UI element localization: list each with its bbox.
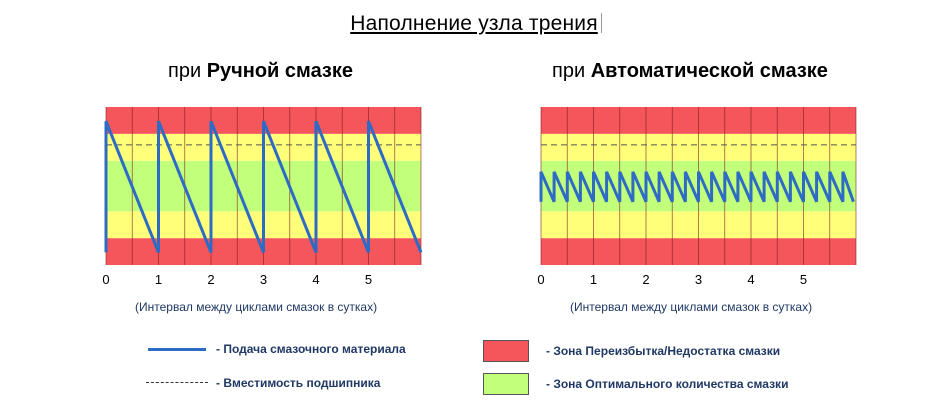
x-tick-label: 4 <box>747 272 754 287</box>
x-tick-label: 2 <box>642 272 649 287</box>
legend-green-label: - Зона Оптимального количества смазки <box>546 377 789 391</box>
left-chart-title: при Ручной смазке <box>168 60 353 83</box>
main-title-text: Наполнение узла трения <box>350 12 598 35</box>
legend-capacity-text: Вместимость подшипника <box>223 376 381 390</box>
x-tick-label: 2 <box>207 272 214 287</box>
right-x-axis-label: (Интервал между циклами смазок в сутках) <box>570 300 813 314</box>
x-tick-label: 0 <box>537 272 544 287</box>
x-tick-label: 3 <box>695 272 702 287</box>
legend-red-swatch <box>483 340 529 362</box>
legend-supply-line <box>148 348 206 351</box>
legend-supply-label: - Подача смазочного материала <box>216 342 406 356</box>
x-tick-label: 0 <box>102 272 109 287</box>
x-tick-label: 4 <box>312 272 319 287</box>
legend-capacity-line <box>146 382 208 383</box>
right-title-bold: Автоматической смазке <box>590 60 828 82</box>
right-chart-title: при Автоматической смазке <box>552 60 828 83</box>
x-tick-label: 5 <box>365 272 372 287</box>
legend-green-swatch <box>483 373 529 395</box>
lubricant-supply-series <box>539 171 855 203</box>
left-title-prefix: при <box>168 60 207 82</box>
automatic-lubrication-chart: 0 1 2 3 4 5 <box>537 107 857 287</box>
x-tick-label: 1 <box>155 272 162 287</box>
x-tick-label: 3 <box>260 272 267 287</box>
lubricant-supply-series <box>104 120 423 253</box>
right-title-prefix: при <box>552 60 591 82</box>
manual-lubrication-chart: 0 1 2 3 4 5 <box>102 107 423 287</box>
text-cursor <box>600 13 602 33</box>
legend-capacity-label: - Вместимость подшипника <box>216 376 381 390</box>
main-title: Наполнение узла трения <box>0 12 952 36</box>
legend-red-label: - Зона Переизбытка/Недостатка смазки <box>546 344 781 358</box>
x-tick-label: 5 <box>800 272 807 287</box>
left-x-axis-label: (Интервал между циклами смазок в сутках) <box>135 300 378 314</box>
x-tick-label: 1 <box>590 272 597 287</box>
left-title-bold: Ручной смазке <box>206 60 354 82</box>
